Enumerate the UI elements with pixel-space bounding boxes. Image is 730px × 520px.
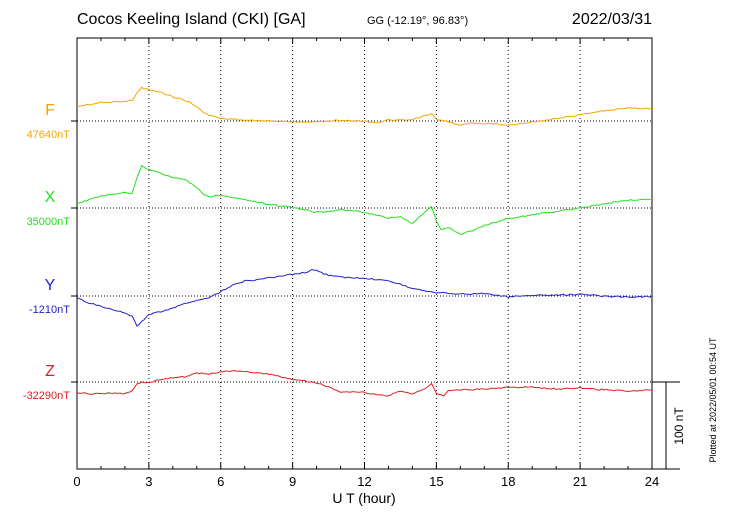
series-name-x: X: [45, 189, 56, 206]
scale-bar-label: 100 nT: [672, 407, 686, 445]
series-baseline-label-z: -32290nT: [23, 390, 70, 402]
station-coordinates: GG (-12.19°, 96.83°): [367, 15, 468, 27]
series-baseline-label-x: 35000nT: [27, 216, 71, 228]
chart-date: 2022/03/31: [572, 11, 652, 28]
x-tick-label-3: 3: [145, 474, 152, 489]
x-tick-label-15: 15: [429, 474, 443, 489]
series-name-z: Z: [45, 363, 55, 380]
x-axis-label: U T (hour): [332, 490, 395, 506]
series-layer: [76, 86, 653, 397]
series-name-y: Y: [45, 277, 56, 294]
x-tick-label-6: 6: [217, 474, 224, 489]
baseline-layer: [71, 120, 652, 383]
series-name-f: F: [45, 102, 55, 119]
chart-title: Cocos Keeling Island (CKI) [GA]: [77, 11, 306, 28]
grid-layer: [148, 38, 581, 469]
series-line-f: [76, 86, 653, 127]
x-axis-ticks: 0 3 6 9 12 15 18 21 24: [73, 38, 659, 489]
series-line-z: [76, 370, 653, 397]
x-tick-label-21: 21: [573, 474, 587, 489]
scale-bar: 100 nT: [652, 381, 686, 470]
x-tick-label-0: 0: [73, 474, 80, 489]
x-tick-label-12: 12: [357, 474, 371, 489]
plotted-at-note: Plotted at 2022/05/01 00:54 UT: [708, 337, 718, 463]
series-baseline-label-f: 47640nT: [27, 129, 71, 141]
series-line-x: [76, 164, 653, 235]
series-baseline-label-y: -1210nT: [29, 304, 70, 316]
x-tick-label-18: 18: [501, 474, 515, 489]
series-labels: F 47640nT X 35000nT Y -1210nT Z -32290nT: [23, 102, 70, 402]
series-line-y: [76, 268, 653, 327]
x-tick-label-24: 24: [645, 474, 659, 489]
x-tick-label-9: 9: [289, 474, 296, 489]
